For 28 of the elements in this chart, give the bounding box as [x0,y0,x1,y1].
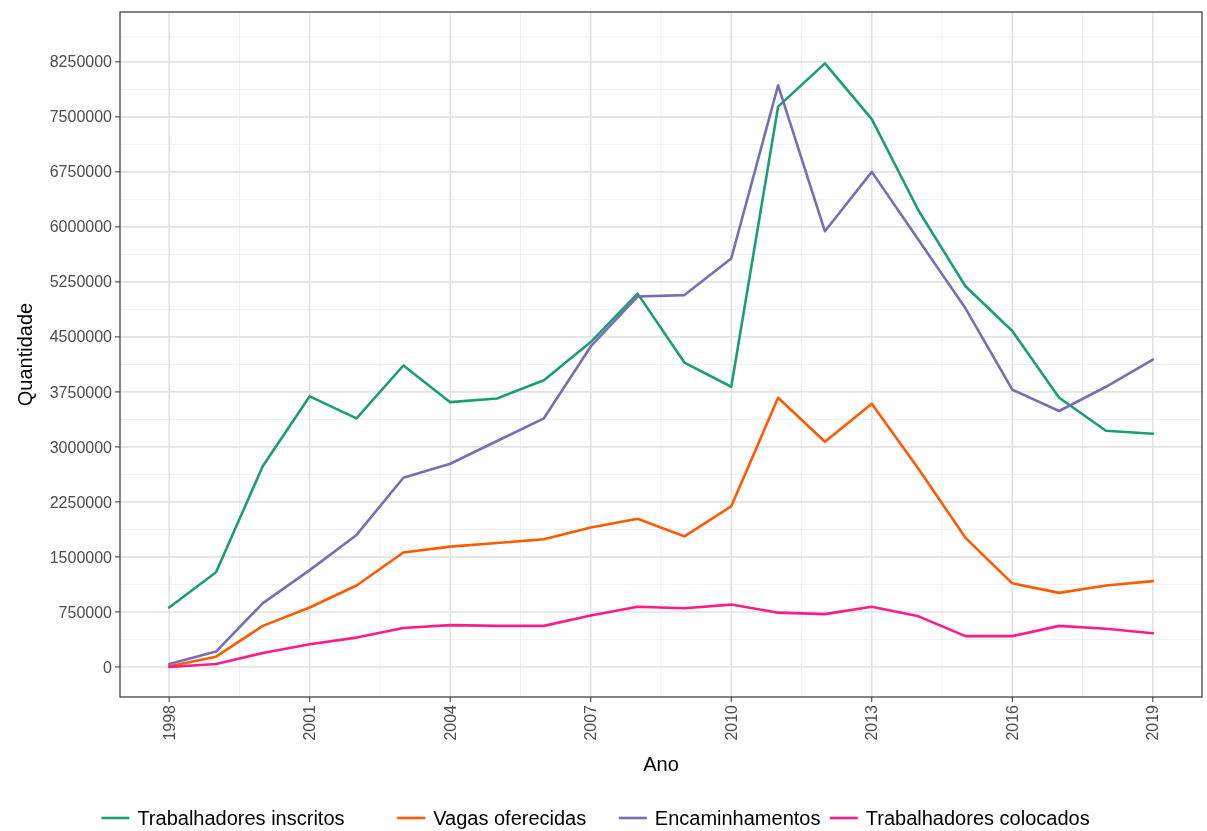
y-axis-title: Quantidade [14,302,36,407]
line-series [167,396,1155,668]
y-tick-label: 6750000 [49,163,113,181]
y-tick-label: 6000000 [49,218,113,236]
y-tick-label: 4500000 [49,328,113,346]
legend-label: Trabalhadores colocados [865,807,1090,829]
y-tick-label: 750000 [58,603,113,621]
x-tick-label: 1998 [160,704,178,741]
y-tick-label: 8250000 [49,53,113,71]
legend-label: Trabalhadores inscritos [137,807,345,829]
y-tick-label: 0 [103,658,113,676]
y-tick-label: 3000000 [49,438,113,456]
x-tick-label: 2013 [863,704,881,741]
y-tick-label: 7500000 [49,108,113,126]
legend-label: Vagas oferecidas [433,807,587,829]
x-tick-label: 2016 [1003,704,1021,741]
y-tick-label: 5250000 [49,273,113,291]
x-tick-label: 2004 [441,704,459,741]
y-tick-label: 1500000 [49,548,113,566]
legend-label: Encaminhamentos [654,807,821,829]
x-tick-label: 2007 [582,704,600,741]
x-tick-label: 2010 [722,704,740,741]
x-tick-label: 2019 [1144,704,1162,741]
line-series [167,603,1155,669]
y-tick-label: 3750000 [49,383,113,401]
y-tick-label: 2250000 [49,493,113,511]
x-tick-label: 2001 [301,704,319,741]
x-axis-title: Ano [643,753,679,775]
